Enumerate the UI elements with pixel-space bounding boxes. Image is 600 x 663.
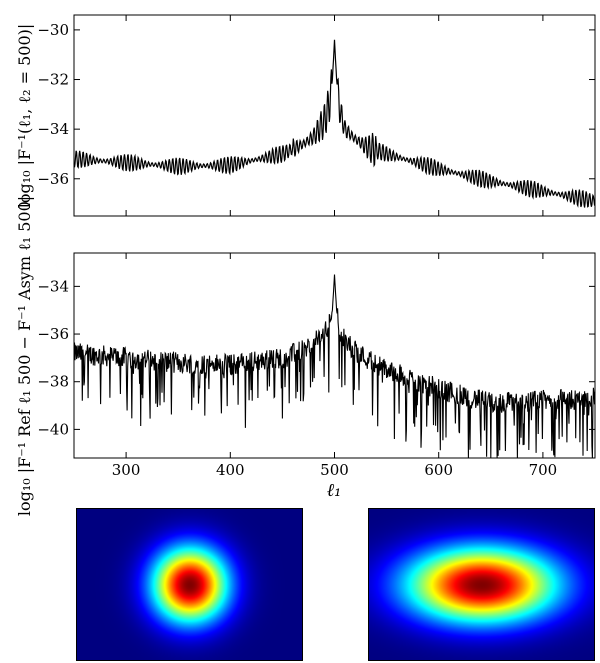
top-ylabel: log₁₀ |F⁻¹(ℓ₁, ℓ₂ = 500)| (15, 24, 34, 209)
ytick-label: −34 (37, 277, 69, 295)
xtick-label: 700 (529, 461, 558, 479)
ytick-label: −36 (37, 170, 69, 188)
top-ticks: −36 −34 −32 −30 (37, 15, 595, 216)
xtick-label: 300 (112, 461, 141, 479)
ytick-label: −30 (37, 21, 69, 39)
ytick-label: −40 (37, 420, 69, 438)
xtick-label: 400 (216, 461, 245, 479)
middle-ylabel: log₁₀ |F⁻¹ Ref ℓ₁ 500 − F⁻¹ Asym ℓ₁ 500| (15, 196, 34, 516)
xtick-label: 600 (424, 461, 453, 479)
ytick-label: −34 (37, 120, 69, 138)
middle-ticks: −40 −38 −36 −34 300 400 500 600 700 (37, 253, 595, 479)
ytick-label: −36 (37, 325, 69, 343)
heatmap-circular (76, 508, 303, 661)
middle-xlabel: ℓ₁ (327, 480, 342, 501)
ytick-label: −32 (37, 71, 69, 89)
heatmap-elliptical (368, 508, 595, 661)
middle-series-line (73, 274, 596, 459)
top-series-line (73, 39, 596, 208)
top-panel: −36 −34 −32 −30 log₁₀ |F⁻¹(ℓ₁, ℓ₂ = 500)| (15, 14, 596, 217)
xtick-label: 500 (320, 461, 349, 479)
middle-panel: −40 −38 −36 −34 300 400 500 600 700 log₁₀ |F⁻¹ R… (15, 196, 596, 516)
ytick-label: −38 (37, 373, 69, 391)
